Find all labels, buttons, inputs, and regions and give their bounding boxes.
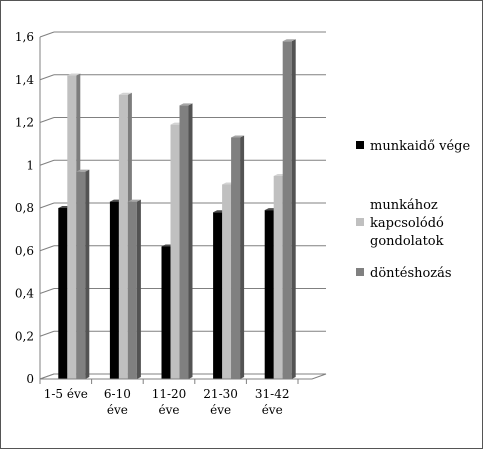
legend-label: gondolatok bbox=[370, 234, 444, 249]
legend-label: munkaidő vége bbox=[370, 139, 470, 154]
gridline-diagonal bbox=[39, 202, 55, 209]
bar bbox=[170, 124, 180, 379]
bar bbox=[118, 94, 128, 380]
bar-top bbox=[231, 135, 245, 138]
bar bbox=[161, 246, 171, 379]
bar bbox=[273, 175, 283, 379]
bar-side bbox=[188, 103, 193, 380]
bar-side bbox=[85, 169, 90, 379]
y-tick-label: 0,6 bbox=[15, 244, 34, 258]
y-tick-label: 0,8 bbox=[15, 201, 34, 215]
gridline-diagonal bbox=[39, 159, 55, 166]
bar bbox=[179, 105, 189, 380]
legend-label: kapcsolódó bbox=[370, 216, 444, 231]
legend-swatch bbox=[356, 141, 364, 149]
bar-top bbox=[179, 103, 193, 106]
bar bbox=[213, 212, 223, 379]
y-tick-label: 0,2 bbox=[15, 329, 34, 343]
gridline-diagonal bbox=[39, 74, 55, 81]
bar bbox=[76, 171, 86, 379]
bars bbox=[58, 39, 296, 380]
bar-top bbox=[127, 199, 141, 202]
y-tick-label: 1,4 bbox=[15, 73, 34, 87]
x-tick-label: 1-5 éve bbox=[44, 387, 88, 401]
bar-side bbox=[291, 39, 296, 380]
bar bbox=[58, 208, 68, 379]
bar bbox=[127, 201, 137, 379]
bar-top bbox=[67, 73, 81, 76]
bar-side bbox=[136, 199, 141, 379]
y-tick-label: 1,6 bbox=[15, 30, 34, 44]
bar bbox=[264, 210, 274, 379]
bar bbox=[67, 75, 77, 379]
x-tick-label: 21-30 bbox=[203, 387, 238, 401]
bar bbox=[109, 201, 119, 379]
gridline-diagonal bbox=[39, 330, 55, 337]
x-tick-label: éve bbox=[210, 403, 231, 417]
x-tick-label: éve bbox=[107, 403, 128, 417]
legend-label: döntéshozás bbox=[370, 266, 452, 281]
x-tick-label: 6-10 bbox=[104, 387, 131, 401]
bar bbox=[222, 184, 232, 379]
legend-swatch bbox=[356, 268, 364, 276]
legend: munkaidő vége munkához kapcsolódó gondolato… bbox=[356, 139, 470, 281]
gridline-diagonal bbox=[39, 288, 55, 294]
gridline-diagonal bbox=[39, 31, 55, 38]
bar bbox=[231, 137, 241, 379]
y-tick-label: 0,4 bbox=[15, 287, 34, 301]
y-tick-label: 1 bbox=[26, 158, 34, 172]
bar-top bbox=[76, 169, 90, 172]
x-tick-label: éve bbox=[262, 403, 283, 417]
bar bbox=[282, 41, 292, 380]
y-tick-label: 1,2 bbox=[15, 116, 34, 130]
x-tick-label: 31-42 bbox=[255, 387, 290, 401]
x-tick-label: éve bbox=[159, 403, 180, 417]
legend-label: munkához bbox=[370, 198, 438, 213]
legend-swatch bbox=[356, 218, 364, 226]
y-tick-label: 0 bbox=[26, 372, 34, 386]
bar-top bbox=[282, 39, 296, 42]
gridline-diagonal bbox=[39, 117, 55, 123]
axes: 0 0,2 0,4 0,6 0,8 1 1,2 1,4 1,6 1-5 éve 6-10 éve 11-… bbox=[15, 30, 312, 417]
gridline-diagonal bbox=[39, 245, 55, 252]
bar-side bbox=[240, 135, 245, 379]
x-tick-label: 11-20 bbox=[152, 387, 187, 401]
bar-top bbox=[118, 92, 132, 95]
